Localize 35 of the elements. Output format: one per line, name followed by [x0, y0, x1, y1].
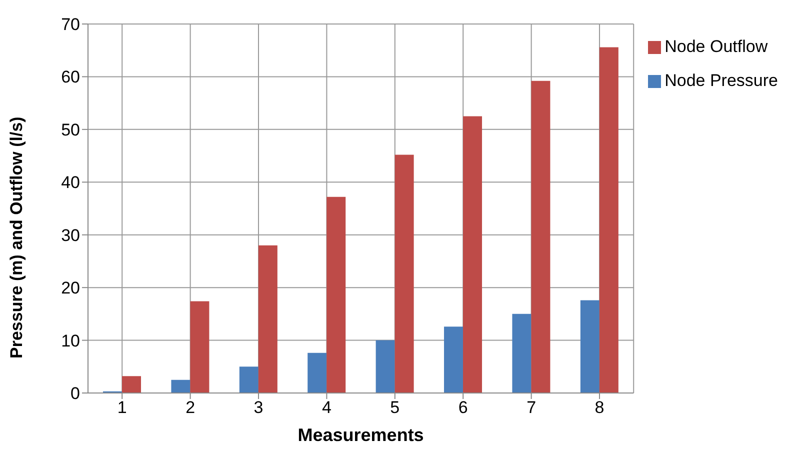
- x-tick-label: 1: [117, 398, 127, 418]
- y-tick-label: 60: [61, 68, 80, 87]
- y-tick-label: 50: [61, 120, 80, 140]
- bar: [444, 326, 464, 393]
- x-axis-title: Measurements: [298, 425, 424, 445]
- y-tick-label: 30: [61, 226, 80, 245]
- bar: [463, 116, 482, 393]
- y-tick-label: 40: [61, 173, 80, 192]
- legend-label: Node Pressure: [664, 71, 778, 90]
- bar: [308, 352, 327, 393]
- bar: [190, 301, 210, 393]
- y-tick-label: 10: [61, 331, 80, 350]
- bar: [326, 196, 346, 393]
- x-tick-label: 4: [322, 398, 332, 418]
- x-tick-label: 3: [254, 398, 264, 418]
- x-tick-label: 8: [594, 398, 604, 418]
- bar: [531, 80, 550, 393]
- bar: [599, 47, 618, 393]
- x-tick-label: 5: [390, 398, 400, 418]
- bar: [376, 340, 395, 393]
- x-tick-label: 7: [526, 398, 536, 418]
- bar: [122, 376, 142, 393]
- bar: [394, 154, 414, 393]
- y-tick-label: 0: [70, 384, 80, 404]
- x-tick-label: 2: [186, 398, 196, 418]
- y-axis-title: Pressure (m) and Outflow (l/s): [7, 116, 26, 358]
- bar: [258, 245, 278, 393]
- bar: [171, 380, 190, 393]
- legend-label: Node Outflow: [664, 37, 768, 56]
- bar: [580, 300, 600, 393]
- y-tick-label: 20: [61, 278, 80, 298]
- x-tick-label: 6: [458, 398, 468, 418]
- bar: [512, 314, 532, 393]
- bar: [239, 366, 258, 393]
- y-tick-label: 70: [61, 15, 80, 34]
